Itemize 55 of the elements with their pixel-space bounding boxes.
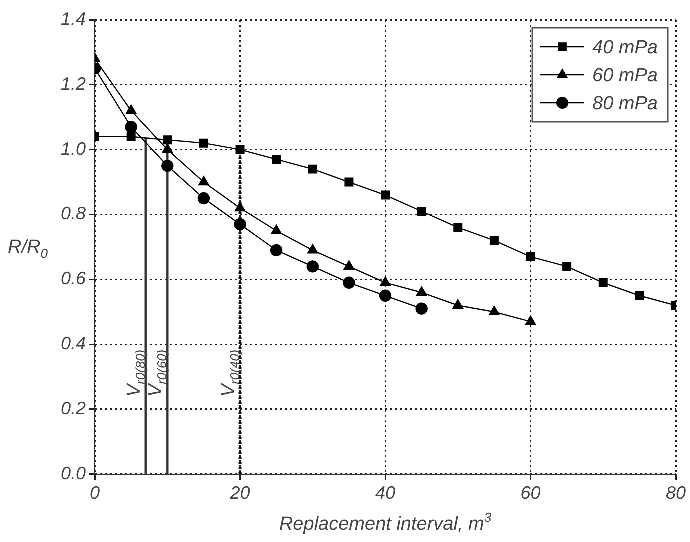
point bbox=[162, 160, 174, 172]
point bbox=[198, 192, 210, 205]
point bbox=[344, 178, 354, 187]
point bbox=[199, 138, 208, 148]
x-tick-label: 20 bbox=[229, 483, 250, 504]
y-tick-label: 0.6 bbox=[60, 268, 88, 289]
point bbox=[271, 224, 282, 234]
point bbox=[526, 252, 536, 262]
point bbox=[163, 136, 172, 145]
x-tick-label: 0 bbox=[90, 483, 100, 504]
x-tick-label: 60 bbox=[520, 483, 541, 504]
point bbox=[344, 260, 355, 270]
ref-line-label: Vr0(40) bbox=[218, 350, 242, 398]
point bbox=[416, 302, 428, 315]
point bbox=[126, 132, 136, 142]
point bbox=[308, 244, 318, 254]
point bbox=[125, 121, 138, 134]
point bbox=[380, 276, 391, 286]
ref-line-label: Vr0(60) bbox=[146, 350, 170, 398]
point bbox=[379, 290, 392, 302]
point bbox=[198, 176, 210, 186]
point bbox=[598, 278, 608, 288]
y-tick-label: 0.4 bbox=[60, 334, 86, 354]
y-tick-label: 0.2 bbox=[60, 398, 86, 418]
y-tick-label: 1.4 bbox=[60, 9, 86, 29]
point bbox=[234, 202, 246, 212]
point bbox=[343, 276, 356, 290]
point bbox=[635, 291, 644, 300]
point bbox=[525, 316, 536, 326]
y-tick-label: 1.0 bbox=[60, 138, 86, 159]
point bbox=[417, 207, 426, 216]
legend-label: 60 mPa bbox=[592, 65, 658, 86]
legend-label: 40 mPa bbox=[592, 37, 658, 58]
point bbox=[234, 218, 246, 231]
point bbox=[306, 260, 319, 273]
point bbox=[162, 144, 174, 154]
y-tick-label: 0.8 bbox=[60, 204, 86, 224]
point bbox=[452, 300, 464, 309]
x-tick-label: 80 bbox=[666, 483, 686, 504]
point bbox=[272, 155, 282, 164]
point bbox=[454, 223, 463, 232]
point bbox=[236, 145, 245, 154]
point bbox=[416, 286, 428, 296]
point bbox=[490, 236, 499, 246]
y-tick-label: 1.2 bbox=[60, 74, 86, 94]
legend-label: 80 mPa bbox=[592, 93, 658, 114]
point bbox=[270, 244, 283, 257]
point bbox=[308, 164, 318, 174]
point bbox=[562, 262, 572, 272]
y-tick-label: 0.0 bbox=[60, 463, 86, 484]
point bbox=[489, 306, 500, 316]
point bbox=[126, 104, 137, 114]
x-tick-label: 40 bbox=[375, 483, 396, 504]
ref-line-label: Vr0(80) bbox=[124, 350, 148, 398]
point bbox=[381, 190, 390, 200]
